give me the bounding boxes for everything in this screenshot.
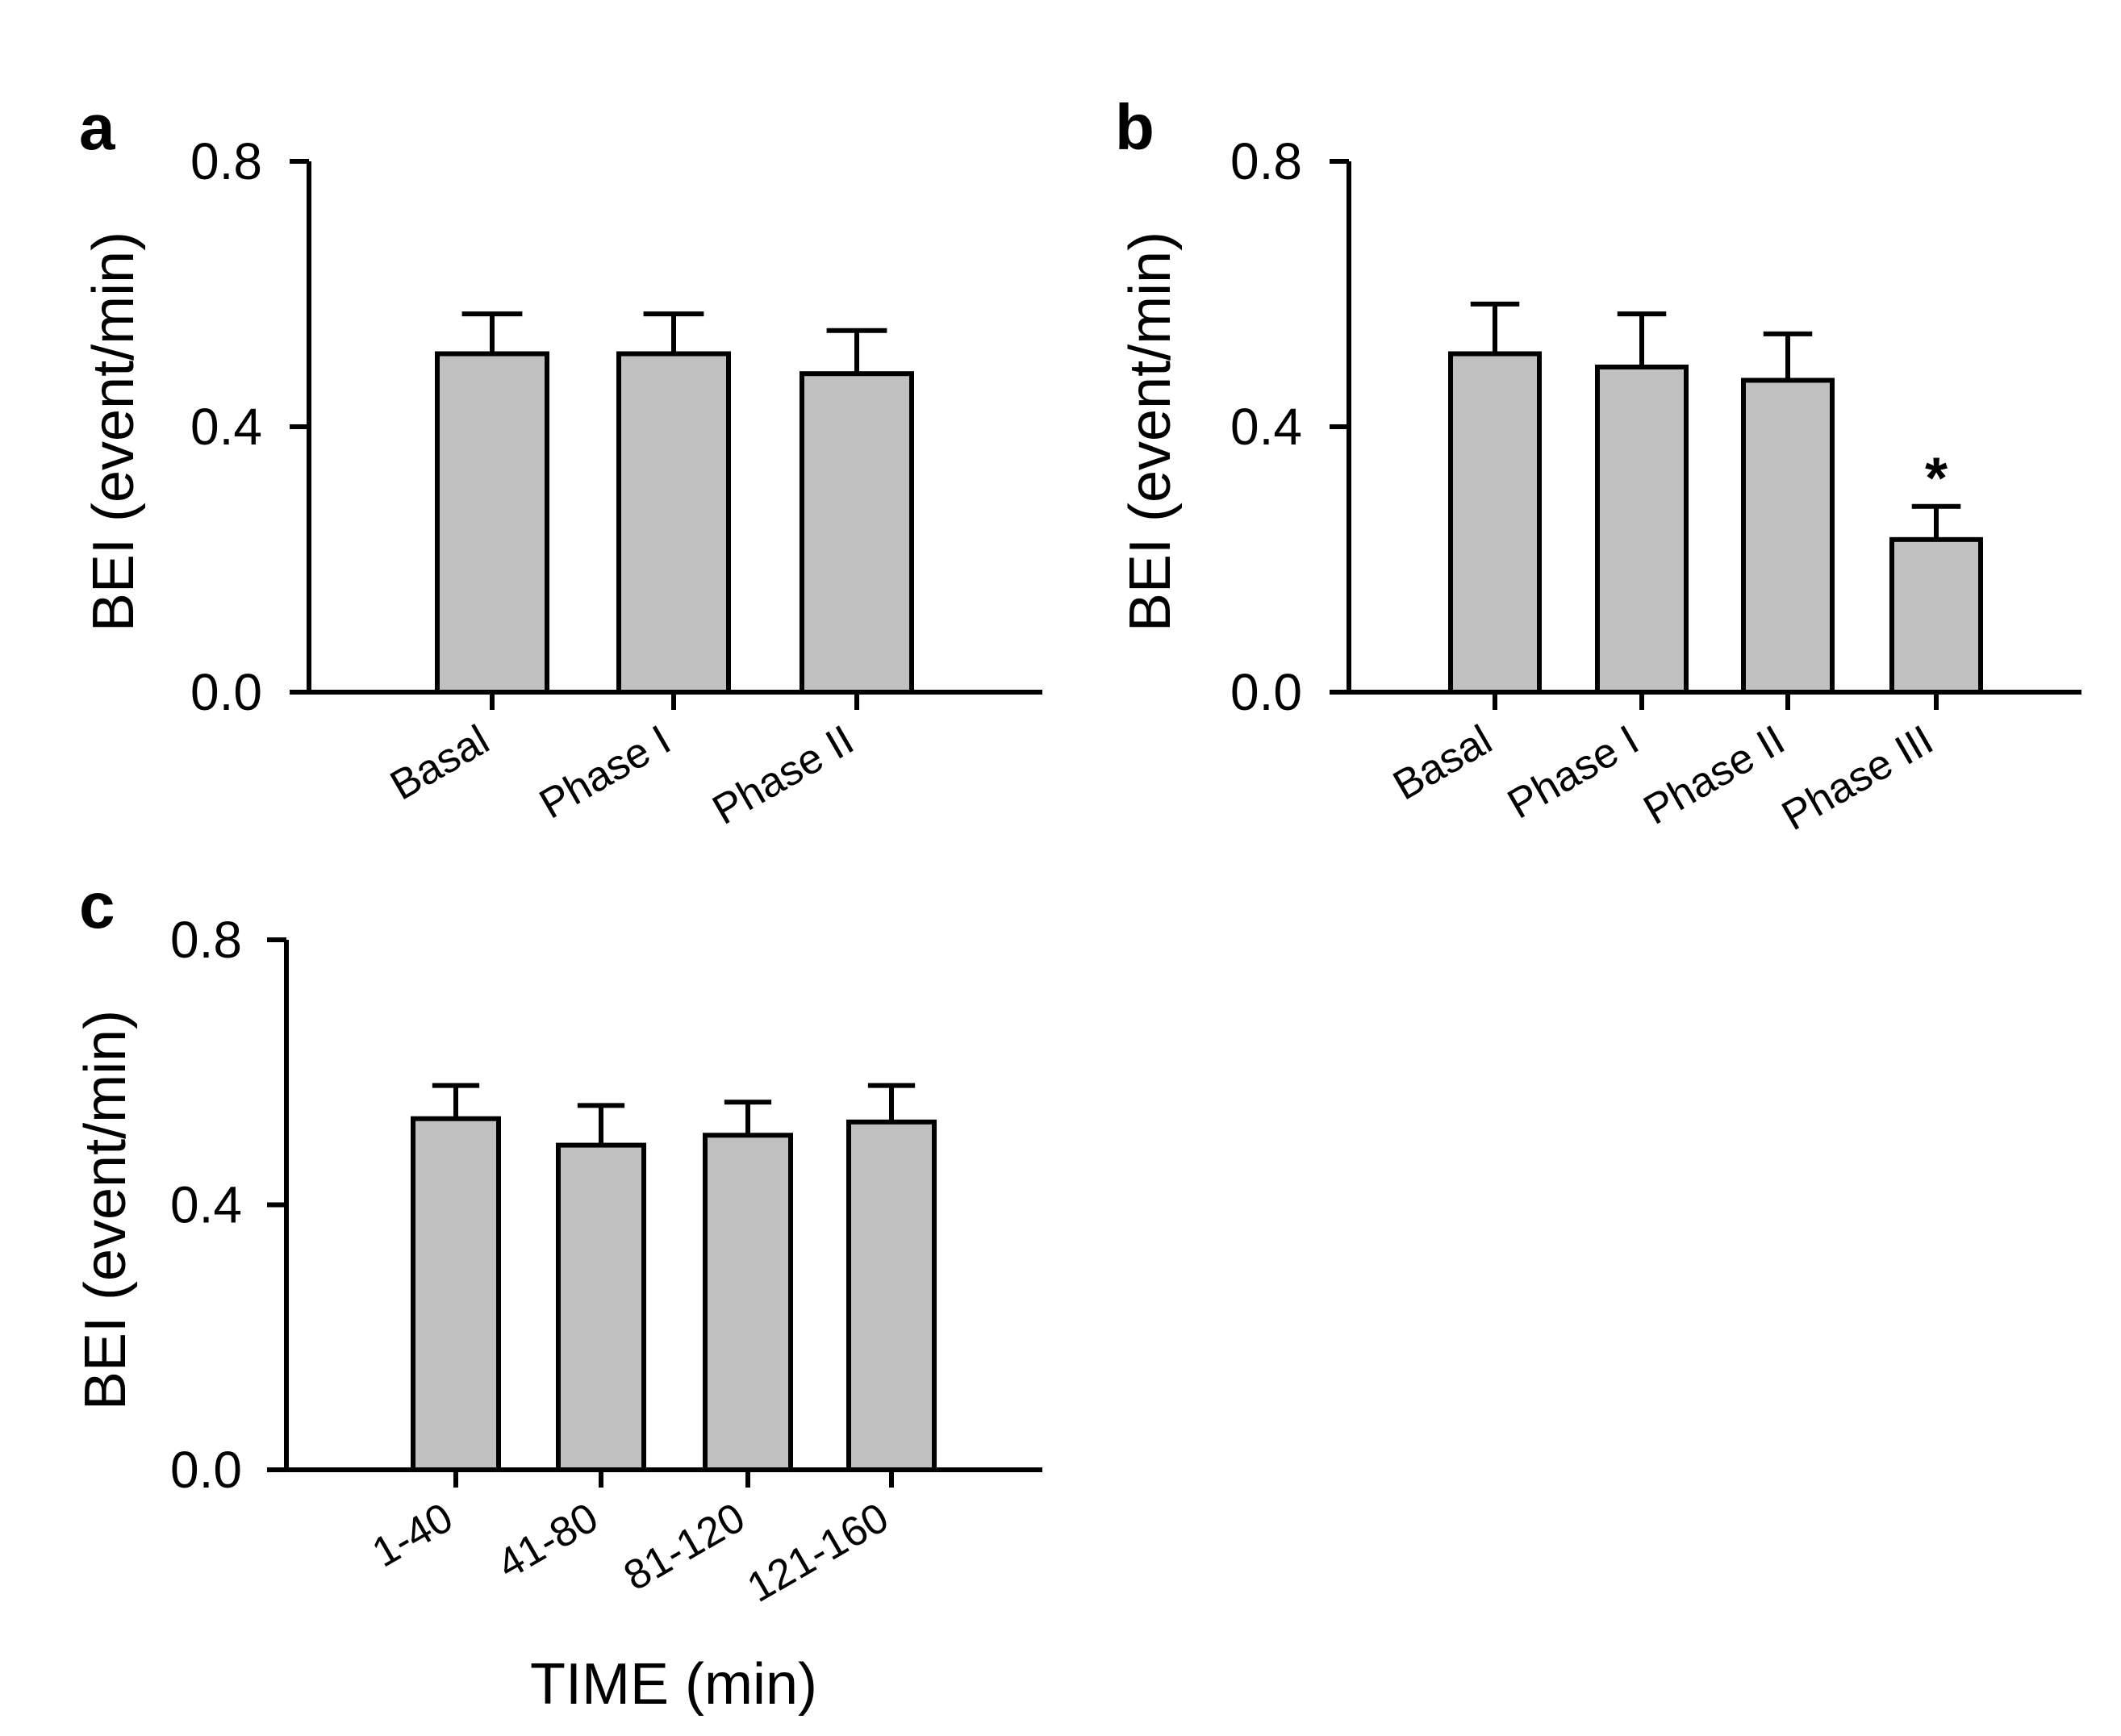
bar-c (556, 1142, 646, 1473)
category-label-b: Basal (1385, 716, 1500, 809)
category-label-a: Phase II (705, 716, 862, 834)
x-axis-title-c: TIME (min) (530, 1652, 817, 1717)
y-axis-title-c: BEI (event/min) (73, 1010, 138, 1410)
category-label-c: 41-80 (490, 1494, 606, 1588)
bar-b (1741, 378, 1835, 695)
y-tick-label-a: 0.4 (190, 398, 262, 456)
panel-letter-c: c (79, 870, 115, 941)
category-label-c: 1-40 (365, 1494, 461, 1576)
category-label-b: Phase II (1636, 716, 1793, 834)
y-tick-label-a: 0.8 (190, 132, 262, 190)
bar-c (846, 1119, 937, 1472)
y-tick-label-c: 0.0 (170, 1441, 242, 1499)
category-label-c: 81-120 (616, 1494, 753, 1600)
category-label-c: 121-160 (740, 1494, 896, 1612)
y-tick-label-b: 0.4 (1230, 398, 1302, 456)
panel-letter-b: b (1115, 91, 1154, 163)
y-tick-label-b: 0.0 (1230, 663, 1302, 721)
y-tick-label-b: 0.8 (1230, 132, 1302, 190)
bar-b (1448, 351, 1542, 695)
significance-mark-b: * (1925, 447, 1948, 511)
category-label-a: Basal (382, 716, 497, 809)
category-label-a: Phase I (532, 716, 678, 828)
panel-c: c BEI (event/min) TIME (min) 0.0 0.4 0.8 1-… (73, 870, 1042, 1717)
bar-a (616, 351, 731, 695)
bar-b (1889, 536, 1983, 695)
y-tick-label-a: 0.0 (190, 663, 262, 721)
bar-b (1595, 364, 1689, 695)
y-axis-title-b: BEI (event/min) (1118, 232, 1183, 632)
y-tick-label-c: 0.8 (170, 911, 242, 969)
category-label-b: Phase I (1500, 716, 1647, 828)
category-label-b: Phase III (1774, 716, 1941, 840)
bar-c (703, 1133, 793, 1473)
bar-a (435, 351, 549, 695)
y-tick-label-c: 0.4 (170, 1176, 242, 1234)
plot-area-a: 0.0 0.4 0.8 Basal Phase I Phase II (190, 132, 1042, 834)
panel-letter-a: a (79, 91, 115, 163)
bar-a (800, 371, 914, 695)
bar-c (411, 1116, 501, 1473)
y-axis-title-a: BEI (event/min) (81, 232, 146, 632)
